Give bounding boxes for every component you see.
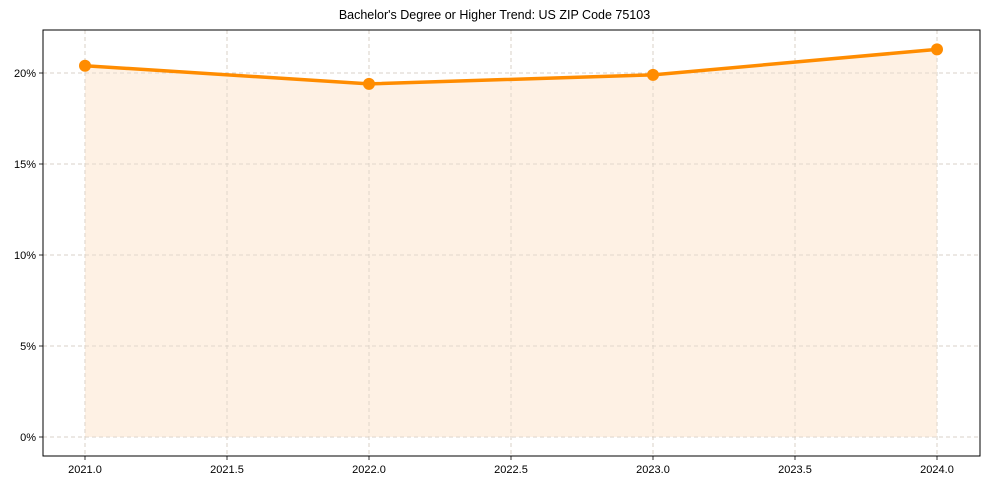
data-line [83,47,939,86]
x-tick-label: 2021.0 [68,464,102,476]
data-point-marker [363,77,375,90]
y-tick-label: 10% [14,250,36,262]
x-tick-label: 2022.5 [494,464,528,476]
data-points [79,43,943,90]
x-tick-label: 2024.0 [920,464,954,476]
data-point-marker [931,43,943,56]
x-tick-label: 2023.0 [636,464,670,476]
plot-frame [42,29,981,457]
x-tick-label: 2021.5 [210,464,244,476]
y-tick-label: 15% [14,159,36,171]
chart-title: Bachelor's Degree or Higher Trend: US ZI… [338,8,651,22]
data-point-marker [647,68,659,81]
y-tick-label: 20% [14,68,36,80]
x-axis: 2021.0 2021.5 2022.0 2022.5 2023.0 2023.5 2024… [68,456,954,476]
x-tick-label: 2023.5 [778,464,812,476]
data-point-marker [79,59,91,72]
area-fill [43,30,980,456]
y-tick-label: 0% [20,432,36,444]
y-tick-label: 5% [20,341,36,353]
y-axis: 0% 5% 10% 15% 20% [14,68,43,444]
x-tick-label: 2022.0 [352,464,386,476]
